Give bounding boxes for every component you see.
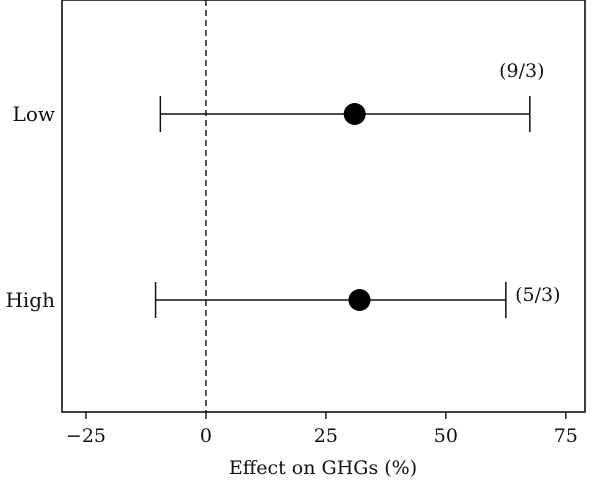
x-tick-label: 75 [554, 425, 578, 447]
x-tick-label: 25 [314, 425, 338, 447]
x-axis-title: Effect on GHGs (%) [229, 457, 417, 479]
point-estimate [348, 289, 371, 311]
study-count-annotation: (5/3) [515, 284, 560, 306]
x-axis-ticks: −25 0 25 50 75 [66, 412, 578, 447]
point-estimate [343, 103, 366, 125]
category-label: High [5, 288, 55, 312]
plot-frame [61, 0, 586, 413]
x-tick-label: 50 [434, 425, 458, 447]
category-label: Low [13, 102, 55, 126]
study-count-annotation: (9/3) [499, 60, 544, 82]
x-tick-label: 0 [200, 425, 212, 447]
x-tick-label: −25 [66, 425, 106, 447]
data-rows: Low (9/3) High (5/3) [5, 60, 561, 318]
